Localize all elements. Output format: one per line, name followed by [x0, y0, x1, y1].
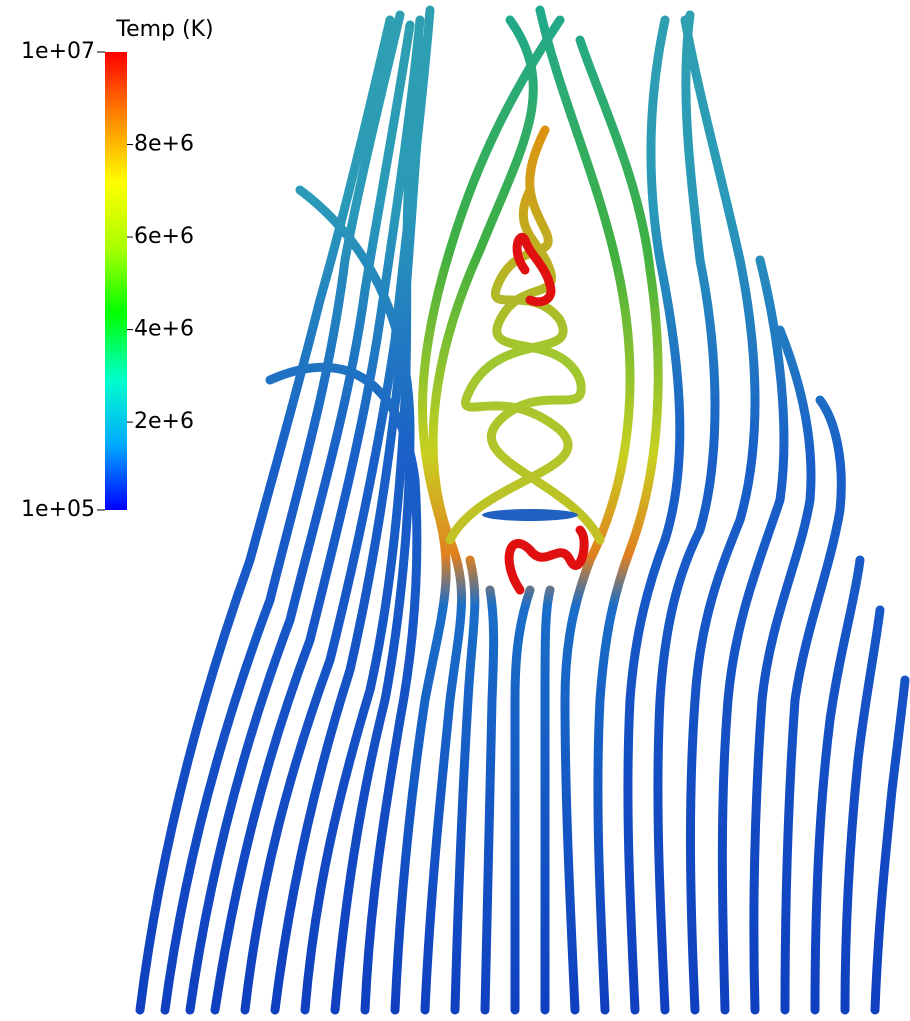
tick-label: 6e+6 [134, 224, 194, 249]
streamlines [135, 5, 910, 1015]
tick-label: 4e+6 [134, 317, 194, 342]
tick-label: 8e+6 [134, 132, 194, 157]
colorbar [105, 52, 127, 510]
disk [482, 509, 578, 521]
tick-label: 2e+6 [134, 409, 194, 434]
tick-label: 1e+07 [21, 39, 95, 64]
colorbar-title: Temp (K) [115, 17, 213, 42]
tick-label: 1e+05 [21, 497, 95, 522]
